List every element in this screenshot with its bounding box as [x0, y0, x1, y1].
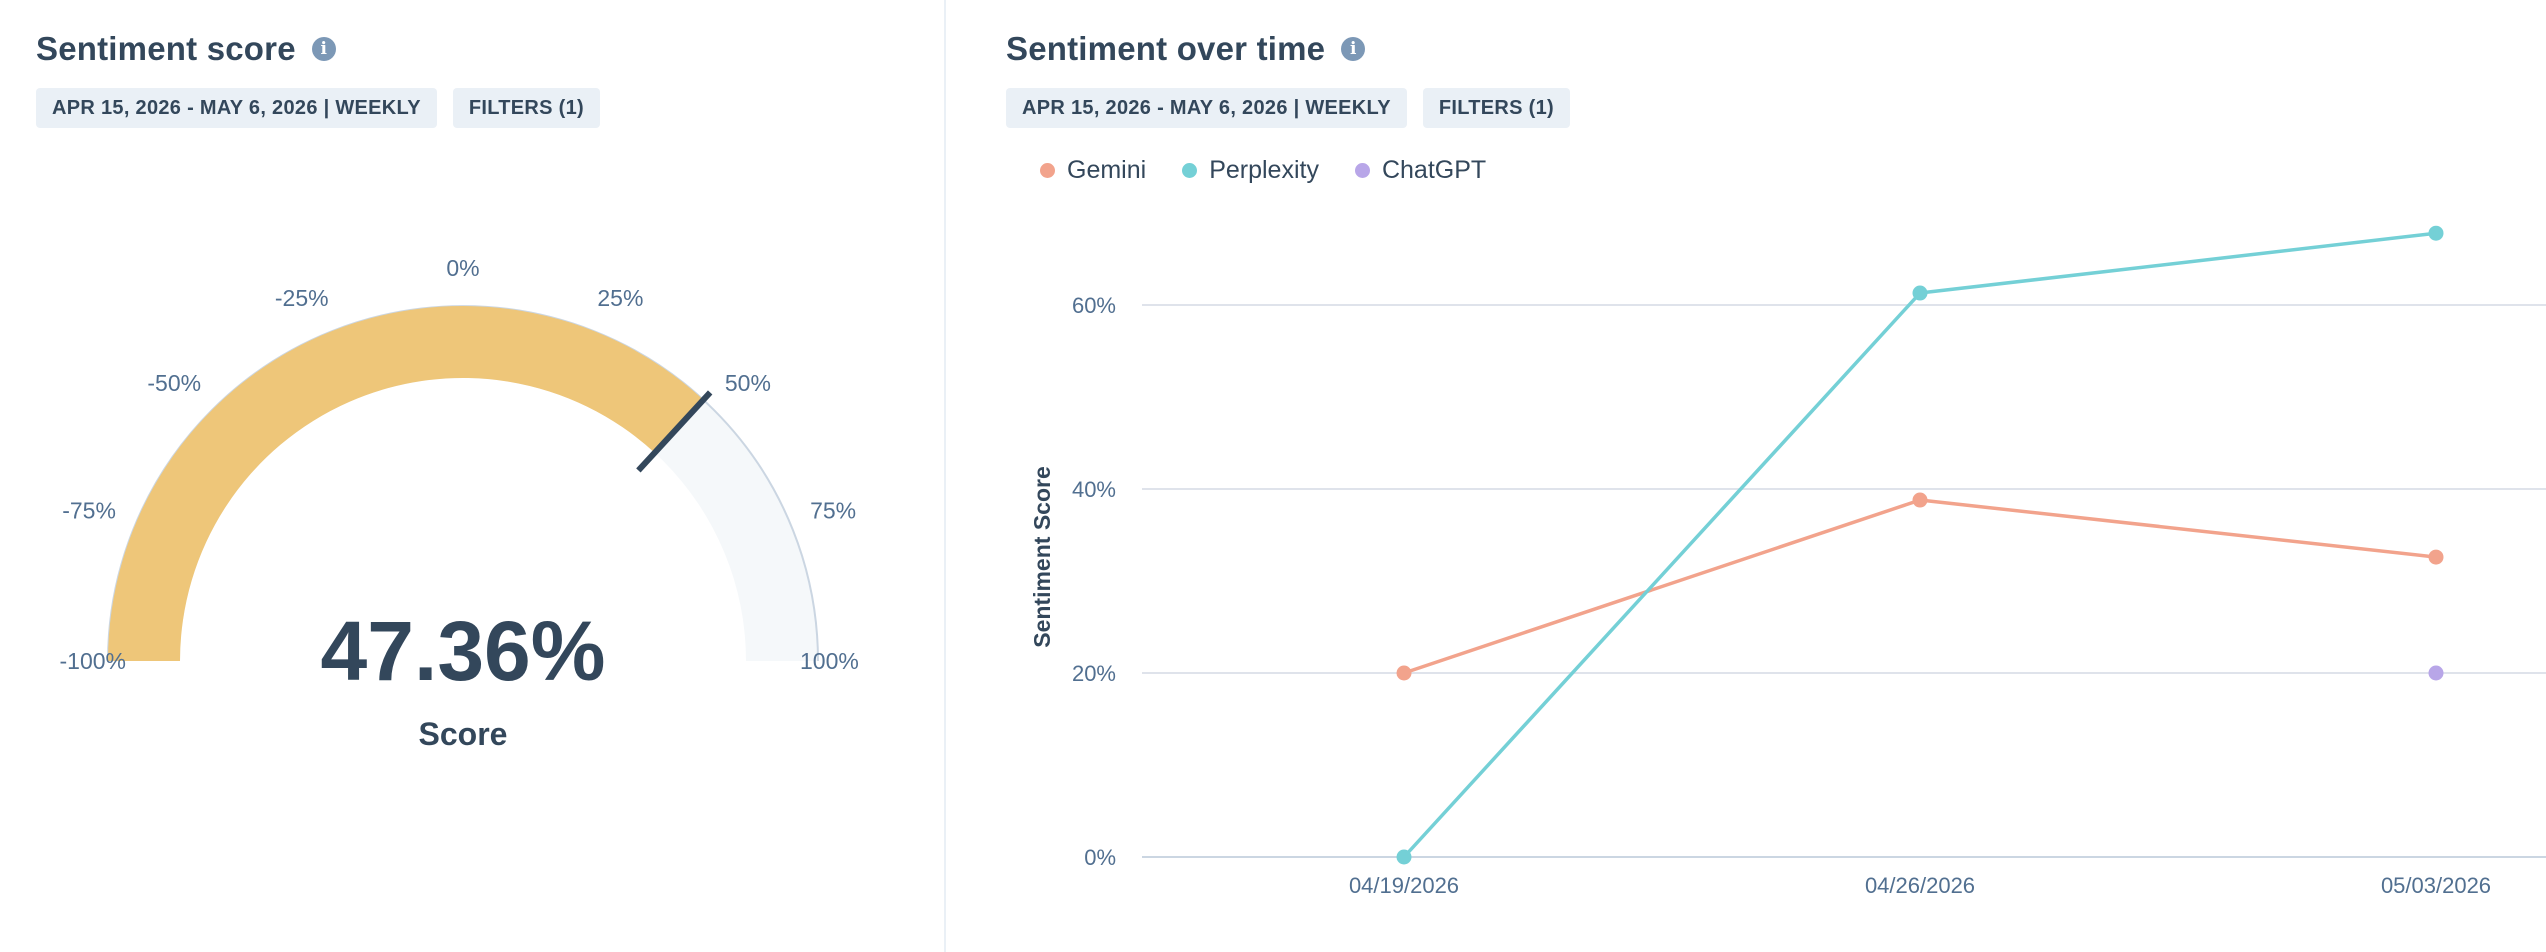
legend-item-perplexity[interactable]: Perplexity	[1182, 156, 1319, 185]
y-axis-title: Sentiment Score	[1029, 466, 1055, 648]
gauge-needle	[636, 390, 713, 473]
date-range-chip[interactable]: APR 15, 2026 - MAY 6, 2026 | WEEKLY	[1006, 88, 1407, 128]
data-point-perplexity	[1912, 285, 1928, 301]
data-point-gemini	[1912, 492, 1928, 508]
gauge-tick-label: 50%	[725, 370, 771, 396]
data-point-perplexity	[2428, 225, 2444, 241]
legend-dot-perplexity	[1182, 163, 1198, 178]
gauge-tick-label: -50%	[147, 370, 201, 396]
gauge-tick-label: 75%	[810, 498, 856, 524]
info-icon[interactable]: i	[1341, 37, 1366, 61]
legend-item-chatgpt[interactable]: ChatGPT	[1354, 156, 1487, 185]
score-value: 47.36%	[321, 604, 606, 698]
y-tick-label: 60%	[1072, 293, 1116, 318]
series-line-perplexity	[1402, 231, 2437, 859]
date-range-chip[interactable]: APR 15, 2026 - MAY 6, 2026 | WEEKLY	[36, 88, 437, 128]
y-tick-label: 0%	[1084, 845, 1116, 870]
y-tick-label: 40%	[1072, 477, 1116, 502]
sentiment-score-card: Sentiment score i APR 15, 2026 - MAY 6, …	[0, 0, 946, 952]
sentiment-gauge: -100%-75%-50%-25%0%25%50%75%100% 47.36% …	[60, 255, 859, 752]
x-tick-label: 05/03/2026	[2381, 873, 2491, 898]
gauge-tick-label: 100%	[800, 648, 859, 674]
legend-dot-gemini	[1040, 163, 1055, 178]
gauge-tick-label: -25%	[275, 285, 329, 311]
legend-label-perplexity: Perplexity	[1209, 156, 1319, 184]
legend-label-chatgpt: ChatGPT	[1381, 156, 1487, 184]
filters-chip[interactable]: FILTERS (1)	[1422, 88, 1571, 128]
data-point-perplexity	[1396, 849, 1412, 865]
series-line-gemini	[1403, 498, 2437, 675]
filters-chip[interactable]: FILTERS (1)	[452, 88, 601, 128]
score-label: Score	[419, 716, 508, 752]
legend-label-gemini: Gemini	[1067, 156, 1147, 184]
gauge-tick-label: 0%	[446, 255, 479, 281]
data-point-gemini	[1396, 665, 1412, 681]
y-tick-label: 20%	[1072, 661, 1116, 686]
sentiment-over-time-chips: APR 15, 2026 - MAY 6, 2026 | WEEKLY FILT…	[1006, 88, 1571, 128]
chart-legend: Gemini Perplexity ChatGPT	[1040, 156, 1486, 185]
gauge-layer: -100% -75% -50% -25% 0% 25% 50% 75% 100%	[60, 255, 859, 674]
x-tick-label: 04/26/2026	[1865, 873, 1975, 898]
gauge-tick-label: -100%	[60, 648, 126, 674]
sentiment-over-time-title: Sentiment over time	[1006, 30, 1326, 67]
legend-item-gemini[interactable]: Gemini	[1040, 156, 1146, 185]
sentiment-line-chart: 0% 20% 40% 60% 04/19/2026 04/26/2026 05/03/202…	[1029, 225, 2546, 898]
gauge-value-fill	[108, 306, 704, 661]
sentiment-over-time-card: Sentiment over time i APR 15, 2026 - MAY…	[948, 0, 2546, 952]
x-tick-label: 04/19/2026	[1349, 873, 1459, 898]
sentiment-score-header: Sentiment score i	[36, 30, 336, 68]
line-chart-layer: 0% 20% 40% 60% 04/19/2026 04/26/2026 05/03/202…	[1072, 225, 2546, 898]
sentiment-score-title: Sentiment score	[36, 30, 296, 67]
info-icon[interactable]: i	[311, 37, 336, 61]
gauge-tick-label: 25%	[597, 285, 643, 311]
sentiment-over-time-header: Sentiment over time i	[1006, 30, 1366, 68]
data-point-chatgpt	[2428, 665, 2444, 681]
data-point-gemini	[2428, 549, 2444, 565]
legend-dot-chatgpt	[1354, 163, 1370, 178]
sentiment-score-chips: APR 15, 2026 - MAY 6, 2026 | WEEKLY FILT…	[36, 88, 601, 128]
gauge-tick-label: -75%	[62, 498, 116, 524]
